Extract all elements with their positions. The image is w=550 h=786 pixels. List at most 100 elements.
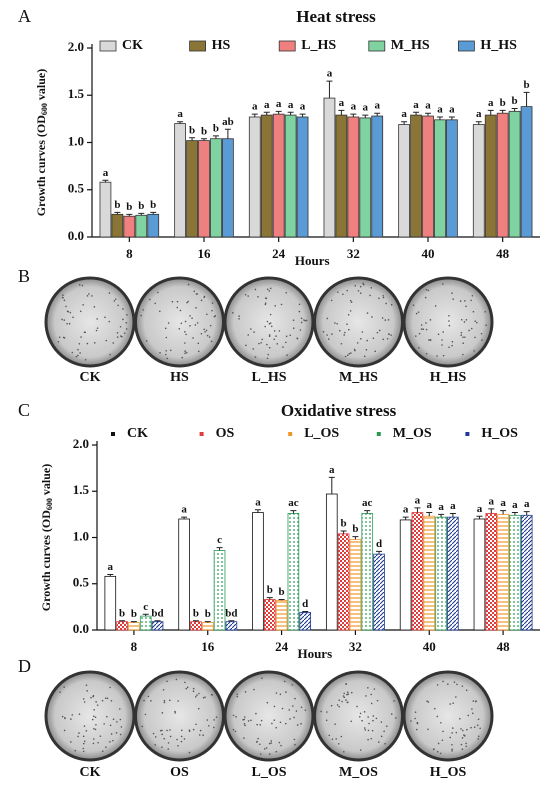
colony-speck (150, 700, 152, 702)
colony-speck (372, 719, 374, 722)
colony-speck (427, 728, 429, 731)
colony-speck (442, 331, 444, 333)
error-bar (216, 547, 223, 551)
colony-speck (112, 718, 115, 720)
colony-speck (94, 716, 97, 719)
colony-speck (415, 335, 417, 337)
colony-speck (266, 320, 269, 323)
y-tick-label: 0.0 (68, 228, 84, 243)
colony-speck (159, 310, 161, 313)
plate-label: CK (80, 765, 101, 780)
colony-speck (344, 331, 346, 334)
panel-label: A (18, 6, 31, 26)
colony-speck (258, 342, 260, 345)
colony-speck (350, 691, 353, 694)
colony-speck (364, 729, 367, 731)
significance-letter: a (103, 167, 109, 179)
y-tick-label: 2.0 (68, 39, 84, 54)
significance-letter: b (523, 79, 529, 91)
colony-speck (66, 322, 68, 325)
bar (210, 138, 222, 238)
colony-speck (163, 701, 166, 704)
colony-speck (92, 738, 95, 740)
colony-speck (143, 699, 145, 702)
colony-speck (208, 724, 210, 727)
colony-speck (200, 299, 203, 302)
colony-speck (471, 712, 474, 715)
bar (325, 493, 338, 631)
colony-speck (152, 732, 155, 735)
error-bar (201, 138, 207, 141)
colony-speck (106, 715, 108, 718)
colony-speck (359, 749, 362, 751)
significance-letter: b (126, 201, 132, 213)
colony-speck (436, 355, 438, 357)
colony-speck (70, 741, 72, 743)
colony-speck (326, 711, 328, 713)
significance-letter: a (363, 102, 369, 114)
colony-speck (197, 350, 200, 353)
colony-speck (236, 695, 239, 698)
colony-speck (415, 312, 418, 315)
colony-speck (285, 691, 287, 693)
colony-speck (64, 717, 66, 720)
colony-speck (390, 334, 392, 336)
colony-speck (270, 742, 272, 744)
colony-speck (84, 358, 87, 361)
colony-speck (85, 730, 88, 732)
colony-speck (92, 715, 95, 718)
colony-speck (82, 747, 85, 750)
error-bar (476, 515, 483, 519)
colony-speck (81, 284, 84, 287)
legend-swatch (189, 40, 207, 52)
colony-speck (210, 693, 213, 696)
colony-speck (165, 336, 168, 339)
bar (410, 114, 422, 238)
colony-speck (356, 705, 358, 708)
colony-speck (252, 348, 255, 350)
colony-speck (470, 726, 472, 729)
colony-speck (264, 297, 267, 300)
plate-photo (44, 276, 136, 368)
colony-speck (83, 725, 86, 727)
error-bar (511, 512, 518, 516)
significance-letter: ac (288, 497, 299, 509)
x-tick-label: 24 (275, 639, 289, 654)
colony-speck (425, 328, 428, 331)
legend-swatch (111, 432, 115, 436)
colony-speck (367, 729, 370, 732)
significance-letter: b (279, 586, 285, 598)
colony-speck (266, 288, 269, 291)
colony-speck (378, 741, 380, 743)
bar (509, 514, 521, 631)
significance-letter: a (177, 108, 183, 120)
colony-speck (194, 696, 197, 698)
colony-speck (109, 686, 111, 689)
significance-letter: a (524, 498, 530, 510)
colony-speck (82, 698, 85, 700)
colony-speck (86, 690, 88, 692)
colony-speck (142, 309, 145, 311)
colony-speck (101, 750, 104, 753)
colony-speck (93, 306, 96, 308)
bar (222, 138, 234, 238)
colony-speck (82, 304, 84, 306)
colony-speck (257, 737, 259, 740)
colony-speck (154, 736, 157, 738)
colony-speck (123, 332, 126, 334)
bar (473, 518, 486, 631)
colony-speck (448, 346, 450, 349)
error-bar (254, 509, 261, 513)
colony-speck (261, 338, 263, 341)
colony-speck (108, 292, 111, 294)
colony-speck (350, 352, 352, 354)
significance-letter: b (500, 97, 506, 109)
colony-speck (174, 710, 176, 713)
colony-speck (204, 696, 206, 698)
error-bar (114, 211, 121, 215)
colony-speck (275, 335, 277, 337)
colony-speck (459, 717, 461, 720)
error-bar (302, 611, 309, 613)
colony-speck (72, 316, 74, 319)
